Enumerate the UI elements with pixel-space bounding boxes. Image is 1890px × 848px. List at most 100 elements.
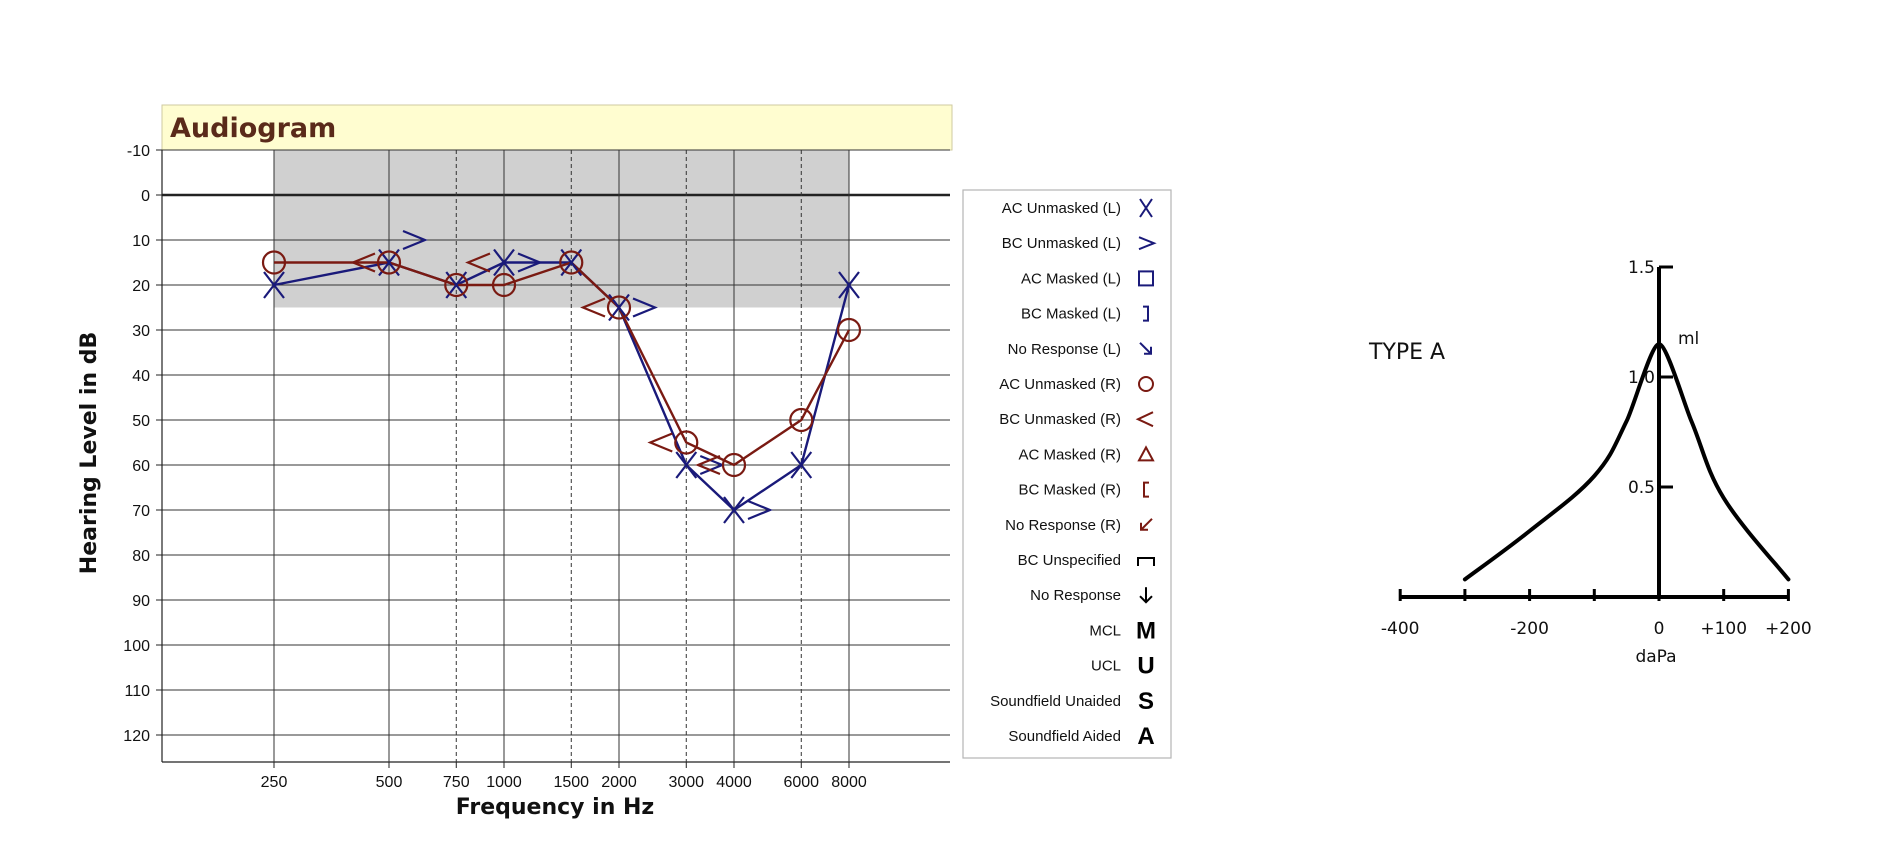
legend-item: No Response (L)	[1008, 341, 1152, 358]
data-point	[836, 317, 862, 343]
legend-label: No Response (L)	[1008, 341, 1121, 358]
normal-range-shading	[274, 150, 849, 308]
legend-label: Soundfield Unaided	[990, 693, 1121, 710]
audiogram-panel: Audiogram -10 0 10 20 30 40 50 60 70 80 90 100 110 12…	[77, 104, 953, 820]
y-tick-label: 40	[132, 368, 150, 385]
legend-item: BC Unspecified	[1018, 552, 1155, 569]
legend-symbol-icon	[1139, 342, 1152, 355]
x-tick-label: 8000	[831, 774, 867, 791]
y-tick-label: 20	[132, 278, 150, 295]
y-tick-label: 120	[123, 728, 150, 745]
data-point	[675, 451, 698, 479]
legend-label: BC Masked (R)	[1018, 482, 1121, 499]
tympanogram-title: TYPE A	[1368, 340, 1445, 365]
data-point	[465, 252, 491, 273]
tympanogram-x-tick-label: -400	[1381, 619, 1420, 639]
tympanogram-panel: TYPE A -400 -200 0 +100 +2000.51.01.5 ml daP…	[1368, 258, 1812, 667]
legend-symbol-icon	[1139, 587, 1153, 604]
legend-symbol-icon	[1140, 518, 1153, 531]
legend-label: AC Masked (L)	[1021, 270, 1121, 287]
tympanogram-y-tick-label: 1.5	[1628, 258, 1655, 278]
y-tick-label: 110	[124, 683, 150, 700]
legend-item: No Response	[1030, 587, 1153, 604]
legend-item: AC Unmasked (R)	[999, 376, 1154, 393]
legend-label: AC Unmasked (R)	[999, 376, 1121, 393]
audiogram-title-bar	[161, 104, 953, 151]
data-point	[402, 229, 428, 251]
legend-label: MCL	[1089, 622, 1121, 639]
x-tick-label: 750	[443, 774, 470, 791]
tympanogram-y-unit: ml	[1678, 329, 1699, 349]
legend-symbol-icon	[1138, 376, 1154, 392]
legend-symbol-icon	[1135, 411, 1154, 428]
data-point	[721, 452, 747, 478]
x-tick-label: 500	[376, 774, 403, 791]
x-tick-label: 1500	[553, 774, 589, 791]
data-point	[632, 297, 658, 318]
legend-item: No Response (R)	[1005, 517, 1153, 534]
legend-symbol-icon	[1138, 270, 1154, 287]
legend-item: UCL U	[1091, 653, 1155, 680]
legend-symbol-icon	[1137, 557, 1155, 566]
legend-item: BC Masked (R)	[1018, 481, 1149, 499]
x-tick-label: 1000	[486, 774, 522, 791]
data-point	[491, 272, 517, 298]
legend-symbol-icon	[1138, 236, 1157, 251]
legend-symbol-icon: S	[1138, 688, 1154, 715]
legend-label: No Response	[1030, 587, 1121, 604]
x-tick-label: 3000	[668, 774, 704, 791]
data-point	[350, 252, 376, 273]
y-tick-label: 60	[132, 458, 150, 475]
y-tick-label: 90	[132, 593, 150, 610]
x-tick-label: 250	[261, 774, 288, 791]
audiogram-x-ticks: 250 500 750 1000 1500 2000 3000 4000 6000 8000	[261, 774, 867, 791]
data-point	[517, 252, 543, 273]
legend-label: BC Unmasked (R)	[999, 411, 1121, 428]
audiogram-x-axis-title: Frequency in Hz	[456, 795, 655, 820]
data-point	[580, 297, 606, 318]
svg-text:M: M	[1136, 617, 1156, 644]
audiogram-y-axis-title: Hearing Level in dB	[77, 332, 102, 574]
series-line	[274, 261, 851, 467]
legend-label: No Response (R)	[1005, 517, 1121, 534]
svg-text:A: A	[1137, 723, 1154, 750]
tympanogram-axes	[1400, 267, 1789, 599]
audiogram-grid	[156, 149, 950, 768]
data-point	[789, 407, 814, 433]
data-point	[838, 271, 860, 299]
tympanogram-ticks: -400 -200 0 +100 +2000.51.01.5	[1381, 258, 1812, 639]
legend-item: Soundfield Aided A	[1008, 723, 1154, 750]
data-point	[674, 430, 699, 455]
legend-symbol-icon: U	[1137, 653, 1154, 680]
legend-symbol-icon	[1143, 481, 1149, 498]
data-point	[790, 451, 813, 479]
x-tick-label: 4000	[716, 774, 752, 791]
data-point	[263, 271, 285, 299]
data-point	[559, 250, 584, 275]
data-point	[647, 432, 673, 453]
legend-label: AC Masked (R)	[1018, 446, 1121, 463]
legend-item: AC Unmasked (L)	[1002, 198, 1153, 218]
tympanogram-x-tick-label: -200	[1510, 619, 1549, 639]
legend-symbol-icon	[1137, 445, 1155, 462]
legend-symbol-icon: M	[1136, 617, 1156, 644]
legend-symbol-icon	[1143, 305, 1149, 322]
tympanogram-curve	[1462, 342, 1791, 582]
y-tick-label: 0	[141, 188, 150, 205]
legend-item: BC Unmasked (R)	[999, 411, 1154, 428]
legend-item: AC Masked (R)	[1018, 445, 1155, 463]
x-tick-label: 2000	[601, 774, 637, 791]
legend-symbol-icon: A	[1137, 723, 1154, 750]
legend-label: BC Masked (L)	[1021, 306, 1121, 323]
legend-item: BC Masked (L)	[1021, 305, 1149, 323]
legend-label: AC Unmasked (L)	[1002, 200, 1121, 217]
y-tick-label: 100	[123, 638, 150, 655]
legend-label: BC Unspecified	[1018, 552, 1121, 569]
audiogram-background	[274, 150, 849, 308]
audiogram-y-ticks: -10 0 10 20 30 40 50 60 70 80 90 100 110 120	[123, 143, 150, 745]
legend-item: MCL M	[1089, 617, 1156, 644]
tympanogram-y-tick-label: 0.5	[1628, 478, 1655, 498]
legend-label: BC Unmasked (L)	[1002, 235, 1121, 252]
audiogram-series-lines	[273, 261, 851, 512]
legend-label: UCL	[1091, 658, 1121, 675]
